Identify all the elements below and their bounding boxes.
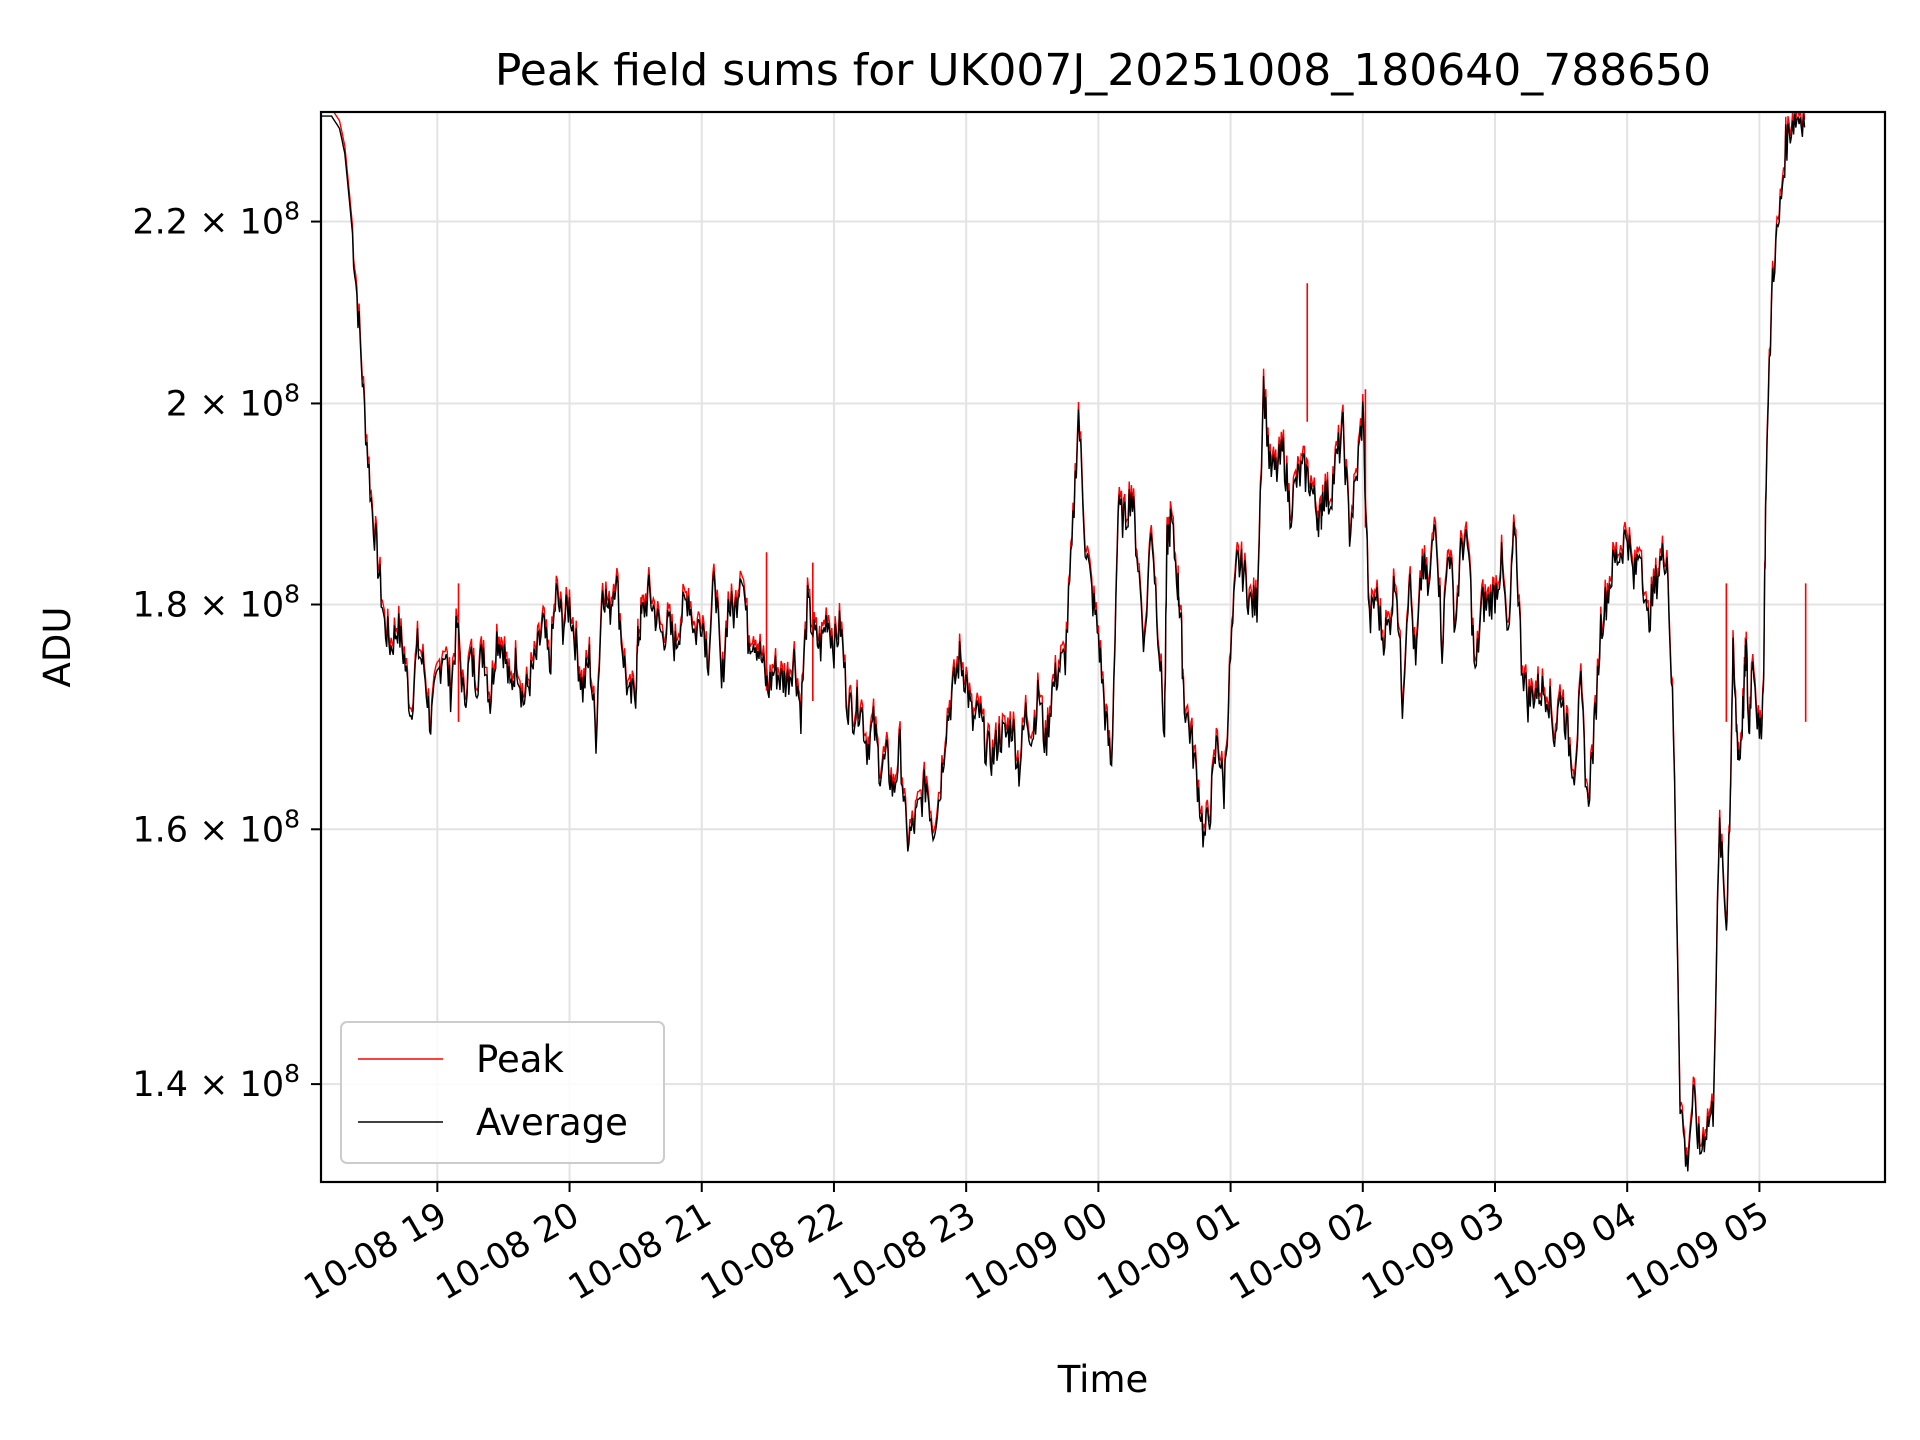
legend-label-peak: Peak xyxy=(476,1038,564,1081)
y-tick-label: 1.8 × 108 xyxy=(132,580,300,626)
legend-box xyxy=(340,1021,665,1164)
x-tick-label: 10-09 04 xyxy=(1487,1195,1643,1308)
series-layer xyxy=(321,112,1807,1172)
chart-title: Peak field sums for UK007J_20251008_1806… xyxy=(495,45,1711,96)
y-tick-label: 2 × 108 xyxy=(166,378,300,424)
x-tick-label: 10-09 02 xyxy=(1223,1195,1379,1308)
average-series-line xyxy=(321,113,1806,1172)
x-tick-label: 10-08 22 xyxy=(694,1195,850,1308)
x-tick-label: 10-09 00 xyxy=(959,1195,1115,1308)
x-tick-label: 10-08 20 xyxy=(430,1195,586,1308)
x-tick-label: 10-09 03 xyxy=(1355,1195,1511,1308)
x-axis-label: Time xyxy=(1057,1358,1149,1401)
y-tick-label: 1.4 × 108 xyxy=(132,1059,300,1105)
peak-series-line xyxy=(333,112,1806,1164)
legend-label-average: Average xyxy=(476,1101,628,1144)
x-tick-label: 10-09 05 xyxy=(1620,1195,1776,1308)
y-axis-label: ADU xyxy=(36,607,79,688)
x-tick-label: 10-08 23 xyxy=(826,1195,982,1308)
legend: Peak Average xyxy=(340,1021,665,1164)
x-tick-label: 10-09 01 xyxy=(1091,1195,1247,1308)
y-tick-label: 1.6 × 108 xyxy=(132,804,300,850)
y-axis: 1.4 × 108 1.6 × 108 1.8 × 108 2 × 108 2.2 × … xyxy=(132,197,321,1105)
x-tick-label: 10-08 21 xyxy=(562,1195,718,1308)
x-tick-label: 10-08 19 xyxy=(298,1195,454,1308)
plot-frame xyxy=(319,110,1887,1184)
y-tick-label: 2.2 × 108 xyxy=(132,197,300,243)
